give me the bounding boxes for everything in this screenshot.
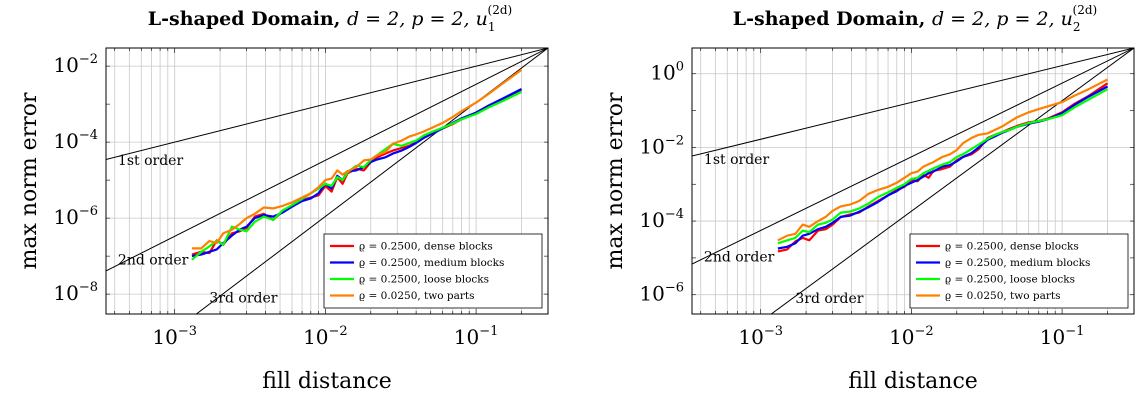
x-tick-label: 10−3	[152, 324, 197, 349]
y-tick-label: 100	[650, 60, 684, 85]
legend: ϱ = 0.2500, dense blocks ϱ = 0.2500, medi…	[323, 233, 543, 309]
x-axis-label: fill distance	[262, 369, 392, 394]
legend-entry-1: ϱ = 0.2500, dense blocks	[945, 241, 1079, 253]
legend: ϱ = 0.2500, dense blocks ϱ = 0.2500, medi…	[909, 233, 1129, 309]
y-tick-label: 10−2	[53, 52, 98, 77]
y-tick-label: 10−8	[53, 280, 98, 305]
x-tick-label: 10−2	[303, 324, 348, 349]
y-tick-label: 10−2	[639, 133, 684, 158]
reference-line-order-1	[106, 48, 548, 160]
ticks	[106, 48, 548, 314]
y-tick-label: 10−6	[53, 204, 98, 229]
y-tick-label: 10−6	[639, 281, 684, 306]
plot-frame	[105, 47, 549, 315]
plot-frame	[691, 47, 1135, 315]
legend-entry-2: ϱ = 0.2500, medium blocks	[945, 257, 1090, 269]
legend-box	[909, 233, 1129, 309]
x-tick-label: 10−1	[454, 324, 499, 349]
legend-entry-4: ϱ = 0.0250, two parts	[945, 290, 1061, 302]
y-axis-label: max norm error	[603, 92, 628, 269]
order-label-3: 3rd order	[209, 291, 277, 307]
series-line-2	[777, 85, 1109, 250]
series	[777, 78, 1109, 253]
order-label-1: 1st order	[704, 152, 770, 168]
chart-title: L-shaped Domain, d = 2, p = 2, u2(2d)	[733, 3, 1097, 34]
chart-panel-2: 1st order 2nd order 3rd order 10−3 10−2 10−1 1…	[603, 3, 1135, 394]
x-tick-label: 10−1	[1040, 324, 1085, 349]
legend-entry-3: ϱ = 0.2500, loose blocks	[945, 274, 1075, 286]
x-axis-label: fill distance	[848, 369, 978, 394]
reference-line-order-2	[106, 48, 548, 272]
x-tick-label: 10−2	[889, 324, 934, 349]
series-line-4	[191, 68, 523, 250]
legend-entry-3: ϱ = 0.2500, loose blocks	[359, 274, 489, 286]
series-line-3	[777, 88, 1109, 245]
order-label-1: 1st order	[118, 153, 184, 169]
legend-entry-2: ϱ = 0.2500, medium blocks	[359, 257, 504, 269]
reference-line-order-2	[692, 48, 1134, 265]
y-tick-label: 10−4	[639, 207, 684, 232]
legend-box	[323, 233, 543, 309]
legend-entry-4: ϱ = 0.0250, two parts	[359, 290, 475, 302]
x-tick-label: 10−3	[738, 324, 783, 349]
chart-title: L-shaped Domain, d = 2, p = 2, u1(2d)	[148, 3, 512, 34]
reference-line-order-1	[692, 48, 1134, 157]
series	[191, 68, 523, 261]
order-label-2: 2nd order	[704, 249, 775, 265]
y-axis-label: max norm error	[17, 92, 42, 269]
order-label-3: 3rd order	[795, 291, 863, 307]
series-line-3	[191, 90, 522, 261]
legend-entry-1: ϱ = 0.2500, dense blocks	[359, 241, 493, 253]
series-line-4	[777, 78, 1109, 242]
chart-panel-1: 1st order 2nd order 3rd order 10−3 10−2 10−1 1…	[17, 3, 549, 394]
order-label-2: 2nd order	[118, 253, 189, 269]
y-tick-label: 10−4	[53, 128, 98, 153]
